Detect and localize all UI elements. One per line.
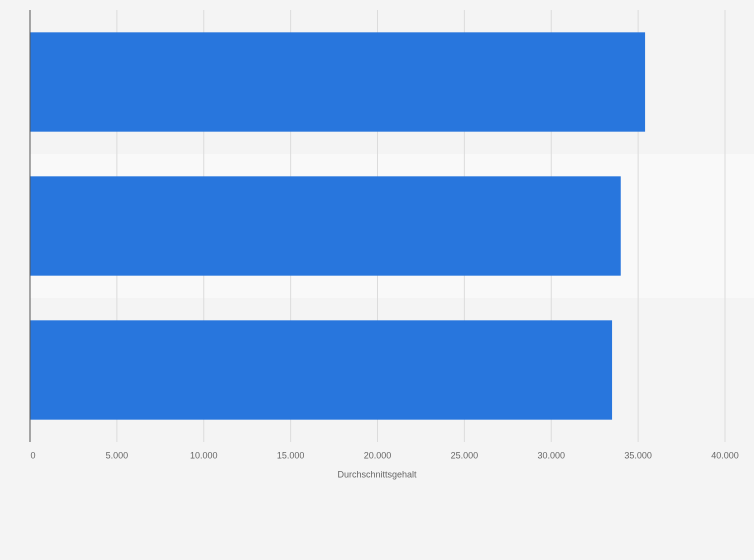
x-tick-label: 25.000 bbox=[451, 450, 479, 460]
bar bbox=[30, 176, 621, 276]
x-tick-label: 0 bbox=[30, 450, 35, 460]
bar bbox=[30, 32, 646, 132]
x-tick-label: 15.000 bbox=[277, 450, 305, 460]
bar bbox=[30, 320, 613, 420]
x-tick-label: 30.000 bbox=[537, 450, 565, 460]
x-tick-label: 35.000 bbox=[624, 450, 652, 460]
x-axis-title: Durchschnittsgehalt bbox=[337, 469, 417, 479]
x-tick-label: 5.000 bbox=[106, 450, 129, 460]
x-tick-label: 10.000 bbox=[190, 450, 218, 460]
x-tick-label: 20.000 bbox=[364, 450, 392, 460]
x-tick-label: 40.000 bbox=[711, 450, 739, 460]
